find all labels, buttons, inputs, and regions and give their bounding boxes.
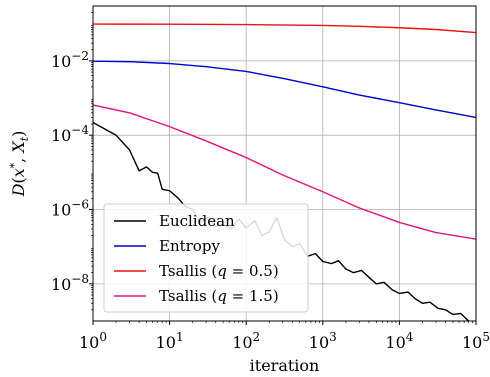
- x-tick-label: 102: [232, 330, 260, 352]
- series-line-entropy: [93, 60, 476, 119]
- legend-label: Entropy: [159, 237, 220, 255]
- legend-label: Euclidean: [159, 212, 235, 230]
- x-tick-label: 105: [462, 330, 490, 352]
- y-axis-label: D(x*, Xt): [8, 131, 31, 198]
- x-tick-label: 100: [79, 330, 107, 352]
- legend-label: Tsallis (q = 0.5): [159, 262, 279, 280]
- y-tick-label: 10−6: [51, 198, 89, 220]
- y-tick-label: 10−2: [51, 49, 89, 71]
- series-line-tsallis-q-1-5: [93, 104, 476, 240]
- y-tick-label: 10−8: [51, 272, 89, 294]
- legend-label: Tsallis (q = 1.5): [159, 287, 279, 305]
- legend: Euclidean Entropy Tsallis (q = 0.5) Tsallis…: [103, 203, 309, 313]
- x-tick-label: 104: [385, 330, 413, 352]
- y-tick-label: 10−4: [51, 123, 89, 145]
- plot-frame: [92, 5, 477, 322]
- axis-ticks: 100 101 102 103 104 105 10−8 10−6 10−4 10−2: [51, 12, 490, 352]
- legend-box: [103, 203, 309, 313]
- x-tick-label: 103: [309, 330, 337, 352]
- x-axis-label: iteration: [250, 356, 320, 375]
- series-line-tsallis-q-0-5: [93, 23, 476, 34]
- series-lines: [93, 23, 476, 321]
- x-tick-label: 101: [156, 330, 184, 352]
